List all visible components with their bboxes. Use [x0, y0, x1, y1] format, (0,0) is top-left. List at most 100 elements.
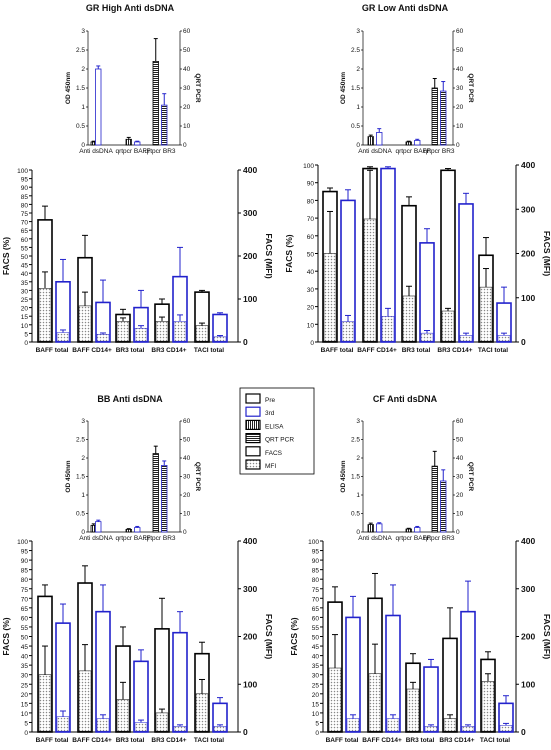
lower-bar-third-mfi	[459, 335, 473, 342]
upper-category-label: qrtpcr BR3	[423, 148, 454, 155]
lower-y-tick-label: 0	[310, 340, 314, 347]
lower-bar-third-mfi	[341, 321, 355, 342]
lower-bar-third-mfi	[134, 722, 148, 732]
legend-label: MFI	[265, 463, 276, 470]
lower-y-tick-label: 95	[312, 549, 320, 556]
lower-y-tick-label: 80	[21, 202, 29, 209]
legend-swatch	[245, 406, 261, 417]
lower-y-tick-label: 30	[21, 288, 29, 295]
lower-bar-pre-mfi	[441, 310, 455, 342]
lower-category-label: TACI total	[194, 737, 224, 744]
upper-y2-tick-label: 50	[456, 437, 464, 444]
lower-y-tick-label: 100	[303, 163, 314, 170]
lower-bar-third-mfi	[499, 725, 513, 732]
upper-y-tick-label: 3	[81, 418, 85, 425]
upper-y-tick-label: 0.5	[76, 123, 85, 130]
legend-label: 3rd	[265, 410, 275, 417]
lower-y-axis-label: FACS (%)	[1, 237, 11, 275]
lower-y-tick-label: 75	[21, 211, 29, 218]
lower-bar-third-mfi	[213, 726, 227, 732]
lower-y-tick-label: 30	[307, 287, 315, 294]
lower-y-tick-label: 20	[21, 692, 29, 699]
lower-y2-tick-label: 200	[243, 632, 257, 642]
upper-y-tick-label: 1	[356, 492, 360, 499]
lower-category-label: BR3 CD14+	[439, 737, 474, 744]
upper-category-label: qrtpcr BR3	[144, 148, 175, 155]
lower-y-tick-label: 20	[312, 692, 320, 699]
upper-bar-third	[95, 521, 102, 533]
lower-y2-tick-label: 100	[243, 294, 257, 304]
upper-y-tick-label: 2	[356, 455, 360, 462]
lower-y-tick-label: 15	[21, 314, 29, 321]
lower-y-tick-label: 40	[307, 269, 315, 276]
chart-title: CF Anti dsDNA	[373, 394, 438, 404]
lower-y-tick-label: 45	[312, 644, 320, 651]
upper-y-tick-label: 1	[81, 492, 85, 499]
upper-y-axis-label: OD 450nm	[340, 72, 347, 104]
lower-category-label: BAFF CD14+	[357, 347, 397, 354]
lower-y2-axis-label: FACS (MFI)	[264, 233, 274, 278]
legend-swatch	[245, 459, 261, 470]
lower-y-tick-label: 70	[307, 216, 315, 223]
upper-y2-tick-label: 40	[456, 66, 464, 73]
chart-panel-2: GR Low Anti dsDNA00.511.522.530102030405…	[284, 3, 551, 354]
lower-category-label: BAFF CD14+	[362, 737, 402, 744]
lower-y2-axis-label: FACS (MFI)	[264, 614, 274, 659]
lower-bar-pre-mfi	[368, 673, 382, 732]
lower-y2-tick-label: 300	[243, 584, 257, 594]
upper-bar-third	[161, 104, 168, 146]
lower-category-label: BAFF total	[321, 347, 354, 354]
upper-y-axis-label: OD 450nm	[65, 72, 72, 104]
upper-bar-third	[376, 523, 383, 533]
lower-y2-tick-label: 300	[521, 584, 535, 594]
lower-y-tick-label: 50	[307, 252, 315, 259]
upper-y2-tick-label: 10	[183, 123, 191, 130]
lower-y-tick-label: 80	[307, 198, 315, 205]
upper-category-label: Anti dsDNA	[79, 148, 113, 155]
upper-category-label: qrtpcr BAFF	[395, 535, 430, 542]
lower-y-tick-label: 80	[21, 577, 29, 584]
upper-bar-pre	[405, 141, 412, 146]
upper-y2-axis-label: QRT PCR	[194, 462, 201, 492]
lower-y2-tick-label: 0	[521, 727, 526, 737]
chart-panel-1: GR High Anti dsDNA00.511.522.53010203040…	[1, 3, 274, 354]
lower-y-tick-label: 30	[312, 673, 320, 680]
lower-y2-tick-label: 300	[243, 208, 257, 218]
lower-y-tick-label: 0	[24, 730, 28, 737]
upper-bar-third	[414, 527, 421, 533]
lower-bar-pre-mfi	[328, 667, 342, 732]
upper-bar-pre	[152, 61, 159, 146]
lower-y2-tick-label: 0	[243, 337, 248, 347]
upper-y-tick-label: 0	[356, 142, 360, 149]
lower-bar-third-facs	[460, 610, 476, 733]
lower-y-tick-label: 25	[21, 682, 29, 689]
chart-panel-4: CF Anti dsDNA00.511.522.530102030405060O…	[289, 394, 551, 744]
lower-y-tick-label: 50	[21, 635, 29, 642]
upper-y-tick-label: 2	[81, 455, 85, 462]
lower-bar-third-facs	[172, 631, 188, 733]
lower-bar-pre-mfi	[323, 253, 337, 342]
lower-y2-tick-label: 200	[521, 632, 535, 642]
upper-bar-pre	[431, 465, 438, 533]
upper-category-label: qrtpcr BAFF	[395, 148, 430, 155]
upper-y2-tick-label: 10	[456, 511, 464, 518]
upper-y2-tick-label: 30	[456, 474, 464, 481]
lower-y2-tick-label: 0	[521, 337, 526, 347]
upper-y-tick-label: 3	[81, 28, 85, 35]
upper-y2-tick-label: 60	[183, 418, 191, 425]
lower-y-axis-label: FACS (%)	[289, 617, 299, 655]
upper-y-tick-label: 1.5	[351, 85, 360, 92]
upper-y-tick-label: 3	[356, 418, 360, 425]
lower-y-tick-label: 95	[21, 549, 29, 556]
lower-y2-tick-label: 400	[521, 536, 535, 546]
lower-bar-pre-mfi	[481, 681, 495, 732]
lower-y-tick-label: 35	[21, 280, 29, 287]
lower-category-label: BAFF CD14+	[72, 347, 112, 354]
upper-y2-tick-label: 60	[183, 28, 191, 35]
lower-y2-tick-label: 200	[521, 249, 535, 259]
lower-y-tick-label: 100	[17, 168, 28, 175]
